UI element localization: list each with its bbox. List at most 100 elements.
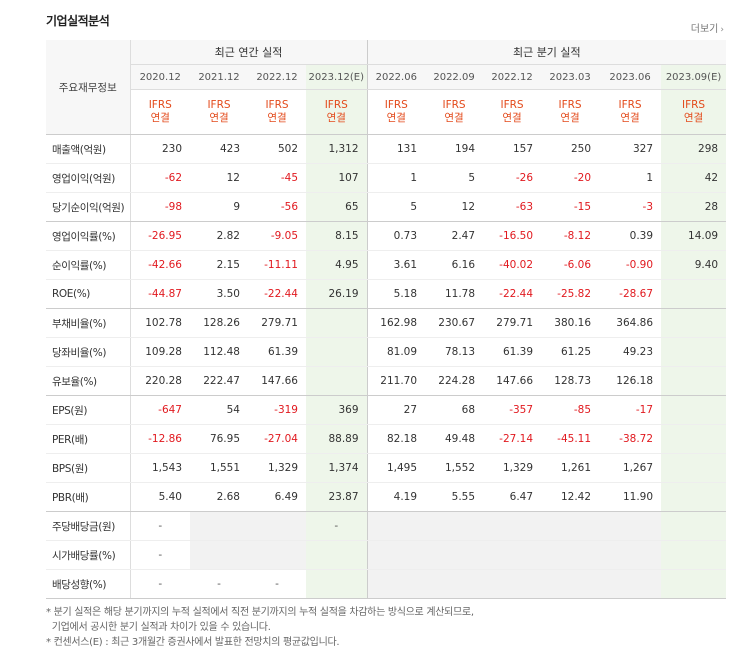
row-label: 영업이익률(%)	[46, 221, 131, 251]
more-link[interactable]: 더보기 ›	[691, 20, 724, 35]
table-cell: 102.78	[130, 308, 190, 338]
table-row: 영업이익률(%) -26.95 2.82 -9.05 8.15 0.73 2.47 -16.5…	[46, 221, 727, 251]
table-cell: -26.95	[130, 221, 190, 251]
table-cell: 128.73	[541, 366, 600, 396]
table-cell: 230.67	[425, 308, 484, 338]
table-cell: 68	[425, 395, 484, 425]
table-cell: 194	[425, 134, 484, 164]
table-cell: 502	[248, 134, 306, 164]
table-row: PER(배) -12.86 76.95 -27.04 88.89 82.18 49.48 -2…	[46, 424, 727, 454]
table-cell: 423	[190, 134, 248, 164]
table-cell: 6.49	[248, 482, 306, 512]
table-cell: 5.55	[425, 482, 484, 512]
table-cell	[366, 511, 426, 541]
accounting-standard: IFRS 연결	[248, 89, 306, 135]
table-cell	[661, 569, 727, 599]
table-cell: 131	[366, 134, 426, 164]
table-cell: 1,495	[366, 453, 426, 483]
table-cell: -38.72	[599, 424, 662, 454]
table-row: 주당배당금(원) - -	[46, 511, 727, 541]
table-cell: -357	[483, 395, 542, 425]
table-cell: 1	[599, 163, 662, 193]
table-cell	[661, 424, 727, 454]
table-cell	[541, 569, 600, 599]
row-label: 부채비율(%)	[46, 308, 131, 338]
table-cell	[425, 540, 484, 570]
footnote: * 분기 실적은 해당 분기까지의 누적 실적에서 직전 분기까지의 누적 실적…	[46, 607, 474, 618]
row-label: BPS(원)	[46, 453, 131, 483]
table-cell: 298	[661, 134, 727, 164]
table-cell: 5	[425, 163, 484, 193]
table-cell: -	[306, 511, 368, 541]
accounting-standard: IFRS 연결	[190, 89, 248, 135]
table-cell	[483, 511, 542, 541]
table-row: PBR(배) 5.40 2.68 6.49 23.87 4.19 5.55 6.47 12.42…	[46, 482, 727, 512]
table-cell	[190, 540, 248, 570]
table-cell: -	[130, 540, 190, 570]
table-cell: -	[248, 569, 306, 599]
table-cell: 211.70	[366, 366, 426, 396]
table-cell: -22.44	[248, 279, 306, 309]
table-cell	[661, 482, 727, 512]
table-cell: 82.18	[366, 424, 426, 454]
table-cell: 1,312	[306, 134, 368, 164]
table-cell: 61.39	[483, 337, 542, 367]
accounting-standard: IFRS 연결	[306, 89, 368, 135]
table-cell: 3.50	[190, 279, 248, 309]
table-cell: -98	[130, 192, 190, 222]
table-cell: 12	[190, 163, 248, 193]
table-cell: 0.39	[599, 221, 662, 251]
more-label: 더보기	[690, 24, 719, 35]
table-cell	[661, 540, 727, 570]
period-header: 2023.12(E)	[306, 64, 368, 90]
table-cell: 327	[599, 134, 662, 164]
table-cell: -3	[599, 192, 662, 222]
table-cell: 1,543	[130, 453, 190, 483]
table-cell: 1,329	[483, 453, 542, 483]
table-row: 시가배당률(%) -	[46, 540, 727, 570]
table-cell: 4.19	[366, 482, 426, 512]
table-row: 당기순이익(억원) -98 9 -56 65 5 12 -63 -15 -3 28	[46, 192, 727, 222]
table-cell: -319	[248, 395, 306, 425]
table-cell: -9.05	[248, 221, 306, 251]
table-cell: -26	[483, 163, 542, 193]
table-cell	[306, 366, 368, 396]
table-cell: -6.06	[541, 250, 600, 280]
row-label: 당좌비율(%)	[46, 337, 131, 367]
table-cell: 1,552	[425, 453, 484, 483]
table-cell: 4.95	[306, 250, 368, 280]
table-cell: 81.09	[366, 337, 426, 367]
table-cell: 76.95	[190, 424, 248, 454]
footnotes: * 분기 실적은 해당 분기까지의 누적 실적에서 직전 분기까지의 누적 실적…	[46, 605, 474, 650]
table-cell: 230	[130, 134, 190, 164]
table-cell	[661, 511, 727, 541]
table-cell: -85	[541, 395, 600, 425]
table-cell: 0.73	[366, 221, 426, 251]
row-label: 시가배당률(%)	[46, 540, 131, 570]
period-header: 2022.09	[425, 64, 484, 90]
period-header: 2023.06	[599, 64, 662, 90]
table-cell	[661, 453, 727, 483]
table-cell	[599, 569, 662, 599]
table-cell: 109.28	[130, 337, 190, 367]
table-cell: 1,267	[599, 453, 662, 483]
table-cell: 5	[366, 192, 426, 222]
row-label: ROE(%)	[46, 279, 131, 309]
table-cell: 5.40	[130, 482, 190, 512]
table-cell: 27	[366, 395, 426, 425]
table-cell: 9	[190, 192, 248, 222]
accounting-standard: IFRS 연결	[661, 89, 727, 135]
table-cell: 157	[483, 134, 542, 164]
table-cell	[599, 540, 662, 570]
table-row: BPS(원) 1,543 1,551 1,329 1,374 1,495 1,552 1,32…	[46, 453, 727, 483]
table-cell: 364.86	[599, 308, 662, 338]
table-cell: 6.47	[483, 482, 542, 512]
table-cell: 49.23	[599, 337, 662, 367]
chevron-right-icon: ›	[720, 25, 724, 35]
table-cell: -15	[541, 192, 600, 222]
row-label: 주당배당금(원)	[46, 511, 131, 541]
corner-header: 주요재무정보	[46, 40, 131, 135]
period-header: 2023.03	[541, 64, 600, 90]
table-cell: -	[130, 511, 190, 541]
table-cell: 1	[366, 163, 426, 193]
